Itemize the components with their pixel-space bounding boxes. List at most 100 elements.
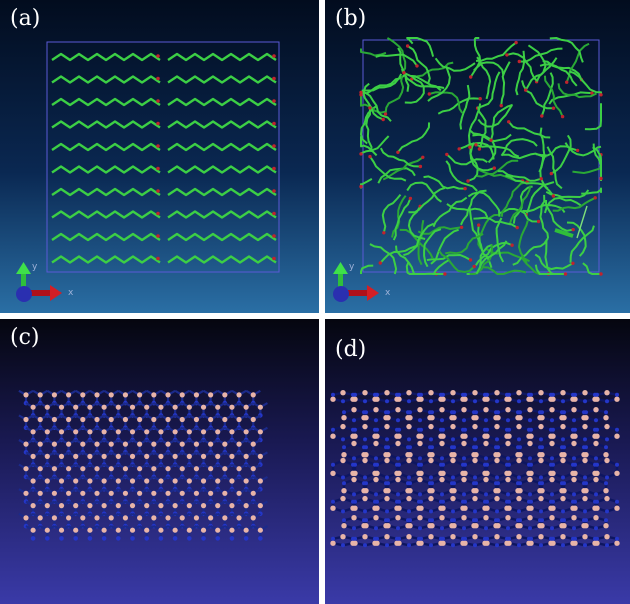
oxygen-atom xyxy=(272,76,276,81)
boron-atom xyxy=(604,423,610,430)
nitrogen-atom xyxy=(562,445,566,450)
boron-atom xyxy=(129,527,136,533)
alkyl-chain xyxy=(379,242,421,264)
nitrogen-atom xyxy=(353,499,357,504)
alkyl-chain xyxy=(490,103,513,141)
alkyl-chain xyxy=(404,75,425,104)
alkyl-chain xyxy=(518,220,529,264)
boron-atom xyxy=(101,503,107,509)
alkyl-chain xyxy=(51,142,161,152)
boron-atom xyxy=(604,390,610,396)
boron-atom xyxy=(51,392,58,398)
boron-atom xyxy=(172,404,178,410)
boron-atom xyxy=(428,423,434,430)
oxygen-atom xyxy=(368,154,372,159)
alkyl-chain xyxy=(360,264,374,274)
boron-atom xyxy=(243,429,249,435)
alkyl-chain xyxy=(459,84,471,130)
nitrogen-atom xyxy=(584,518,588,523)
boron-atom xyxy=(101,404,107,410)
boron-atom xyxy=(73,527,79,533)
nitrogen-atom xyxy=(375,427,379,432)
boron-atom xyxy=(257,404,263,410)
nitrogen-atom xyxy=(342,518,346,523)
nitrogen-atom xyxy=(243,536,249,541)
boron-atom xyxy=(363,488,369,494)
oxygen-atom xyxy=(408,196,413,201)
boron-atom xyxy=(351,515,357,521)
boron-atom xyxy=(517,415,523,421)
alkyl-chain xyxy=(475,143,520,158)
boron-atom xyxy=(614,470,620,476)
nitrogen-atom xyxy=(561,437,565,442)
boron-atom xyxy=(494,457,500,464)
boron-atom xyxy=(483,440,489,447)
boron-atom xyxy=(384,390,390,396)
boron-atom xyxy=(418,505,424,511)
oxygen-atom xyxy=(156,256,160,261)
boron-atom xyxy=(604,495,610,502)
boron-atom xyxy=(472,390,478,396)
nitrogen-atom xyxy=(496,445,500,450)
boron-atom xyxy=(193,416,200,423)
boron-atom xyxy=(66,490,72,496)
nitrogen-atom xyxy=(374,418,378,423)
nitrogen-atom xyxy=(441,499,445,504)
oxygen-atom xyxy=(381,117,385,122)
boron-atom xyxy=(439,476,445,483)
alkyl-chain xyxy=(475,240,508,275)
oxygen-atom xyxy=(156,144,160,148)
nitrogen-atom xyxy=(452,481,456,486)
boron-atom xyxy=(179,392,185,398)
boron-atom xyxy=(494,390,500,396)
nitrogen-atom xyxy=(407,509,411,514)
panel-b-canvas xyxy=(325,0,630,313)
boron-atom xyxy=(614,540,620,546)
boron-atom xyxy=(215,527,221,533)
boron-atom xyxy=(330,433,336,439)
nitrogen-atom xyxy=(584,410,588,415)
nitrogen-atom xyxy=(429,509,433,514)
nitrogen-atom xyxy=(452,518,456,523)
boron-atom xyxy=(165,515,171,521)
boron-atom xyxy=(215,453,221,459)
oxygen-atom xyxy=(540,114,544,118)
nitrogen-atom xyxy=(551,427,555,432)
boron-atom xyxy=(66,515,72,521)
boron-atom xyxy=(30,527,36,533)
nitrogen-atom xyxy=(506,456,510,461)
boron-atom xyxy=(505,440,511,447)
boron-atom xyxy=(395,407,401,413)
boron-atom xyxy=(451,488,457,494)
panel-label: (a) xyxy=(10,6,41,31)
boron-atom xyxy=(396,433,402,439)
boron-atom xyxy=(340,534,346,540)
nitrogen-atom xyxy=(353,427,357,432)
oxygen-atom xyxy=(549,171,553,176)
boron-atom xyxy=(341,415,347,421)
boron-atom xyxy=(58,527,65,533)
nitrogen-atom xyxy=(594,526,598,531)
boron-atom xyxy=(122,466,129,472)
boron-atom xyxy=(428,390,434,396)
boron-atom xyxy=(560,390,566,396)
nitrogen-atom xyxy=(572,418,576,423)
boron-atom xyxy=(30,429,36,435)
nitrogen-atom xyxy=(594,492,598,497)
boron-atom xyxy=(94,392,100,398)
nitrogen-atom xyxy=(374,456,378,461)
alkyl-chain xyxy=(543,75,564,118)
alkyl-chain xyxy=(473,37,482,72)
alkyl-chain xyxy=(397,122,431,153)
boron-atom xyxy=(603,488,609,494)
boron-atom xyxy=(560,457,566,464)
nitrogen-atom xyxy=(604,518,608,523)
boron-atom xyxy=(462,540,468,546)
boron-atom xyxy=(122,515,129,521)
boron-atom xyxy=(538,495,544,502)
nitrogen-atom xyxy=(506,418,510,423)
boron-atom xyxy=(538,534,544,540)
oxygen-atom xyxy=(459,225,464,229)
boron-atom xyxy=(506,505,512,511)
nitrogen-atom xyxy=(518,518,522,523)
